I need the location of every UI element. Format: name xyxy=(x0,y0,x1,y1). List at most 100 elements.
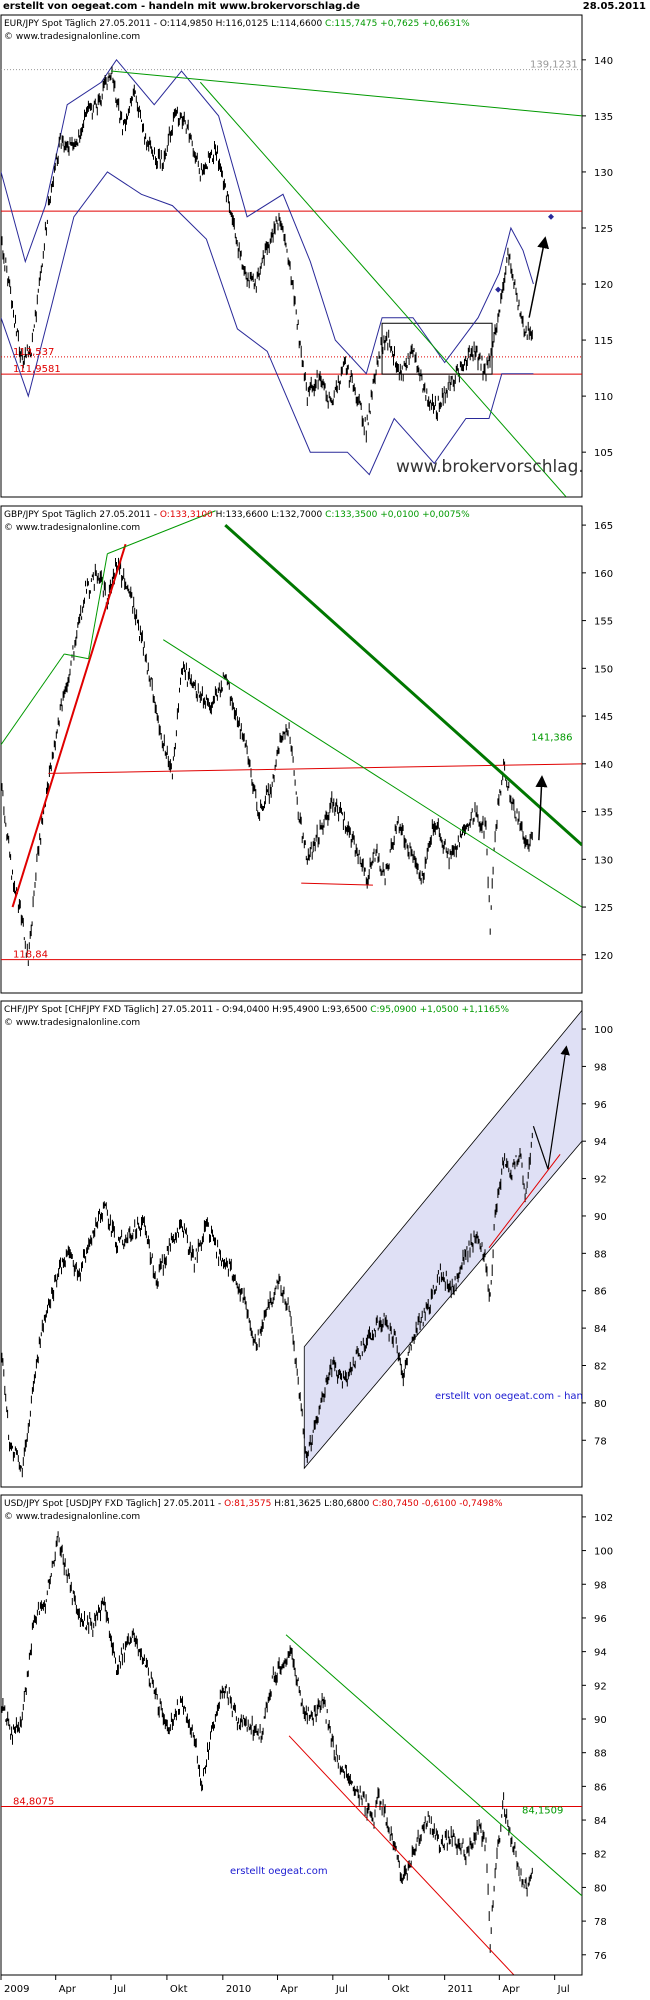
annotation-label: 141,386 xyxy=(531,733,572,744)
panel-body: erstellt von oegeat.com - handeln mit ww… xyxy=(1,1009,650,1478)
header-open: O:133,3100 xyxy=(160,510,213,520)
y-tick-label: 105 xyxy=(594,448,613,459)
y-tick-label: 100 xyxy=(594,1025,613,1036)
y-tick-label: 80 xyxy=(594,1883,607,1894)
y-tick-label: 94 xyxy=(594,1648,607,1659)
source-credit: © www.tradesignalonline.com xyxy=(4,1512,140,1522)
panel-usd-jpy: 76 78 80 82 84 86 88 90 92 94 96 98 100 102 erstellt o… xyxy=(0,1494,613,1976)
y-tick-label: 150 xyxy=(594,664,613,675)
y-tick-label: 86 xyxy=(594,1782,607,1793)
page-title: erstellt von oegeat.com - handeln mit ww… xyxy=(3,1,360,12)
price-series xyxy=(1,66,533,443)
header-close: C:115,7475 +0,7625 +0,6631% xyxy=(325,19,470,29)
panel-eur-jpy: 105 110 115 120 125 130 135 140 www.brokervorsch… xyxy=(0,14,613,498)
time-tick-label: 2010 xyxy=(226,1984,251,1995)
band-lower-line xyxy=(1,171,534,476)
y-tick-label: 92 xyxy=(594,1175,607,1186)
y-tick-label: 94 xyxy=(594,1137,607,1148)
panel-frame xyxy=(0,1000,583,1488)
y-tick-label: 84 xyxy=(594,1324,607,1335)
y-tick-label: 160 xyxy=(594,569,613,580)
y-tick-label: 165 xyxy=(594,521,613,532)
y-tick-label: 88 xyxy=(594,1249,607,1260)
panel-gbp-jpy: 120 125 130 135 140 145 150 155 160 165 118,84 141,… xyxy=(0,505,613,994)
y-tick-label: 110 xyxy=(594,392,613,403)
header-label: CHF/JPY Spot [CHFJPY FXD Täglich] 27.05.… xyxy=(4,1005,370,1015)
trend-line xyxy=(110,70,582,117)
forecast-arrow xyxy=(535,775,548,841)
time-tick-label: Okt xyxy=(170,1984,188,1995)
price-series xyxy=(1,1531,533,1953)
trend-line xyxy=(288,1735,515,1975)
trend-line xyxy=(488,1153,561,1249)
top-bar: erstellt von oegeat.com - handeln mit ww… xyxy=(0,0,650,14)
y-tick-label: 135 xyxy=(594,808,613,819)
y-tick-label: 145 xyxy=(594,712,613,723)
y-tick-label: 98 xyxy=(594,1062,607,1073)
trend-line xyxy=(224,523,582,847)
y-tick-label: 90 xyxy=(594,1212,607,1223)
band-upper-line xyxy=(1,58,534,375)
trend-line xyxy=(285,1634,582,1897)
time-tick-label: Jul xyxy=(335,1984,348,1995)
level-label: 111,9581 xyxy=(13,364,61,375)
y-tick-label: 88 xyxy=(594,1749,607,1760)
forecast-arrow xyxy=(528,236,550,318)
y-tick-label: 96 xyxy=(594,1614,607,1625)
panel-frame xyxy=(0,1494,583,1976)
watermark: erstellt von oegeat.com - handeln mit ww… xyxy=(435,1391,650,1402)
trend-channel xyxy=(303,1009,582,1470)
header-close: C:133,3500 +0,0100 +0,0075% xyxy=(325,510,470,520)
y-tick-label: 120 xyxy=(594,951,613,962)
header-open: O:81,3575 xyxy=(224,1499,271,1509)
header-mid: H:81,3625 L:80,6800 xyxy=(271,1499,372,1509)
level-label: 113,537 xyxy=(13,347,54,358)
source-credit: © www.tradesignalonline.com xyxy=(4,32,140,42)
y-tick-label: 125 xyxy=(594,224,613,235)
y-tick-label: 130 xyxy=(594,168,613,179)
y-tick-label: 78 xyxy=(594,1436,607,1447)
trend-line xyxy=(162,639,582,908)
y-tick-label: 125 xyxy=(594,903,613,914)
level-label: 84,8075 xyxy=(13,1796,54,1807)
annotation-label: 84,1509 xyxy=(522,1806,563,1817)
trend-line xyxy=(1,653,65,746)
level-label: 139,1231 xyxy=(530,60,578,71)
series-header: EUR/JPY Spot Täglich 27.05.2011 - O:114,… xyxy=(4,19,470,29)
y-tick-label: 96 xyxy=(594,1100,607,1111)
trend-line xyxy=(11,543,127,908)
time-tick-label: Jul xyxy=(557,1984,570,1995)
y-tick-label: 140 xyxy=(594,56,613,67)
y-tick-label: 76 xyxy=(594,1951,607,1962)
target-marker xyxy=(548,213,555,220)
price-series xyxy=(1,1132,533,1478)
trend-line xyxy=(107,510,216,555)
panel-chf-jpy: 78 80 82 84 86 88 90 92 94 96 98 100 erstellt von oe… xyxy=(0,1000,650,1488)
y-tick-label: 82 xyxy=(594,1362,607,1373)
time-tick-label: Apr xyxy=(281,1984,299,1995)
trend-line xyxy=(199,81,567,497)
y-tick-label: 130 xyxy=(594,855,613,866)
header-label: USD/JPY Spot [USDJPY FXD Täglich] 27.05.… xyxy=(4,1499,224,1509)
trend-line xyxy=(88,553,108,659)
y-tick-label: 140 xyxy=(594,760,613,771)
y-tick-label: 100 xyxy=(594,1547,613,1558)
series-header: CHF/JPY Spot [CHFJPY FXD Täglich] 27.05.… xyxy=(4,1005,510,1015)
time-tick-label: 2011 xyxy=(448,1984,473,1995)
trend-line xyxy=(64,653,89,660)
y-tick-label: 82 xyxy=(594,1850,607,1861)
y-tick-label: 90 xyxy=(594,1715,607,1726)
level-label: 118,84 xyxy=(13,950,48,961)
header-mid: H:133,6600 L:132,7000 xyxy=(213,510,325,520)
series-header: GBP/JPY Spot Täglich 27.05.2011 - O:133,… xyxy=(4,510,470,520)
y-tick-label: 155 xyxy=(594,617,613,628)
header-label: EUR/JPY Spot Täglich 27.05.2011 - O:114,… xyxy=(4,19,325,29)
target-marker xyxy=(495,286,502,293)
y-tick-label: 84 xyxy=(594,1816,607,1827)
panel-body xyxy=(1,510,582,966)
price-series xyxy=(1,557,533,966)
source-credit: © www.tradesignalonline.com xyxy=(4,1018,140,1028)
panel-body: erstellt oegeat.com xyxy=(1,1531,582,1975)
time-tick-label: Jul xyxy=(113,1984,126,1995)
header-label: GBP/JPY Spot Täglich 27.05.2011 - xyxy=(4,510,160,520)
